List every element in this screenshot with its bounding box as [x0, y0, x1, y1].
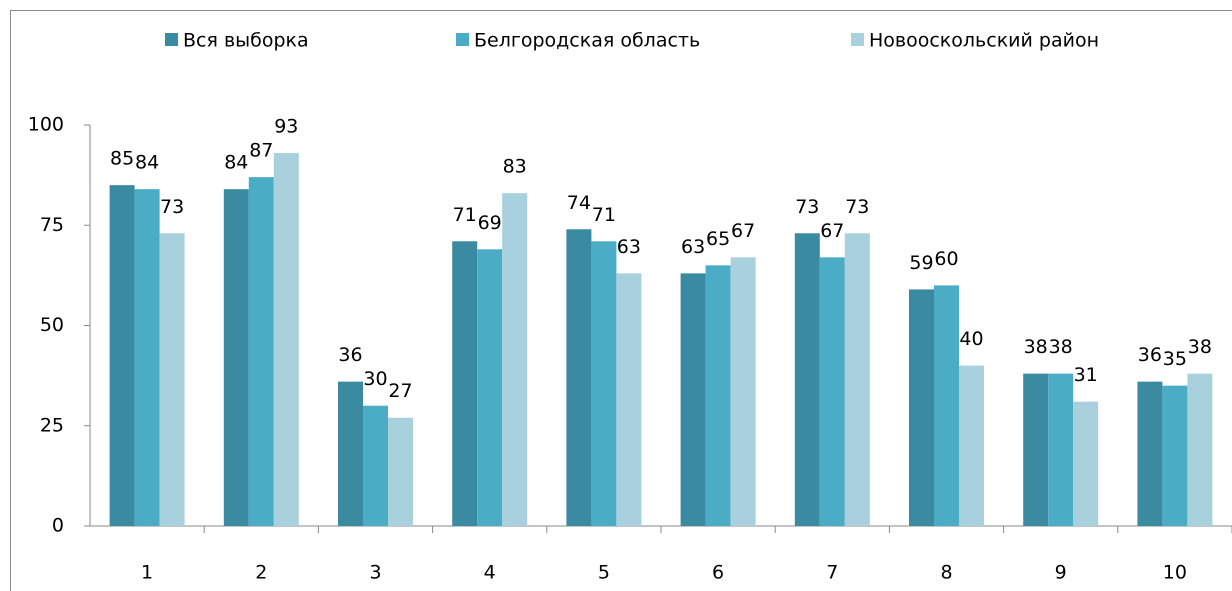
bar	[591, 241, 617, 527]
x-tick-label: 1	[141, 562, 153, 584]
data-label: 27	[388, 380, 412, 402]
y-tick-label: 75	[40, 214, 64, 236]
bar	[934, 285, 959, 526]
bar	[159, 233, 185, 526]
legend-swatch	[456, 33, 469, 46]
bar	[705, 265, 731, 526]
x-tick-label: 8	[940, 562, 952, 584]
bar	[680, 273, 706, 526]
data-label: 93	[274, 116, 298, 138]
data-label: 30	[363, 368, 387, 390]
chart-frame	[10, 10, 1232, 591]
bar	[248, 177, 274, 526]
data-label: 38	[1024, 336, 1048, 358]
x-tick-label: 4	[484, 562, 496, 584]
bar	[909, 289, 934, 526]
x-tick-label: 7	[826, 562, 838, 584]
data-label: 74	[567, 192, 591, 214]
legend-label: Новооскольский район	[869, 30, 1099, 52]
bar	[1073, 401, 1099, 526]
data-label: 73	[795, 196, 819, 218]
data-label: 73	[160, 196, 184, 218]
bar	[223, 189, 249, 526]
data-label: 40	[959, 328, 983, 350]
bar	[1023, 373, 1049, 526]
data-label: 67	[820, 220, 844, 242]
data-label: 71	[592, 204, 616, 226]
bar	[819, 257, 845, 526]
bar	[109, 185, 135, 526]
bar	[273, 153, 299, 526]
bar	[959, 365, 984, 526]
data-label: 65	[706, 228, 730, 250]
bar	[363, 405, 388, 526]
data-label: 85	[110, 148, 134, 170]
data-label: 84	[224, 152, 248, 174]
legend-label: Вся выборка	[183, 30, 309, 52]
legend-label: Белгородская область	[474, 30, 700, 52]
data-label: 73	[845, 196, 869, 218]
bar	[1137, 381, 1163, 526]
data-label: 87	[249, 140, 273, 162]
bar	[1162, 385, 1188, 526]
data-label: 36	[1138, 344, 1162, 366]
bar	[616, 273, 642, 526]
x-tick-label: 2	[255, 562, 267, 584]
x-tick-label: 3	[369, 562, 381, 584]
bar	[794, 233, 820, 526]
bar	[477, 249, 503, 526]
data-label: 69	[478, 212, 502, 234]
data-label: 63	[681, 236, 705, 258]
data-label: 63	[617, 236, 641, 258]
x-tick-label: 5	[598, 562, 610, 584]
data-label: 38	[1049, 336, 1073, 358]
x-tick-label: 6	[712, 562, 724, 584]
bar	[502, 193, 528, 527]
bar	[338, 381, 363, 526]
data-label: 71	[453, 204, 477, 226]
x-tick-label: 9	[1055, 562, 1067, 584]
y-tick-label: 0	[52, 515, 64, 537]
data-label: 84	[135, 152, 159, 174]
y-tick-label: 25	[40, 414, 64, 436]
data-label: 83	[503, 156, 527, 178]
data-label: 36	[338, 344, 362, 366]
bar	[566, 229, 592, 526]
bar	[452, 241, 478, 527]
bar	[134, 189, 160, 526]
legend-swatch	[165, 33, 178, 46]
data-label: 35	[1163, 348, 1187, 370]
bar	[1187, 373, 1213, 526]
bar	[844, 233, 870, 526]
data-label: 31	[1074, 364, 1098, 386]
x-tick-label: 10	[1163, 562, 1187, 584]
data-label: 38	[1188, 336, 1212, 358]
y-tick-label: 100	[28, 114, 64, 136]
bar	[730, 257, 756, 526]
data-label: 67	[731, 220, 755, 242]
data-label: 60	[934, 248, 958, 270]
y-tick-label: 50	[40, 314, 64, 336]
bar	[388, 417, 413, 526]
legend-swatch	[851, 33, 864, 46]
data-label: 59	[909, 252, 933, 274]
bar	[1048, 373, 1074, 526]
